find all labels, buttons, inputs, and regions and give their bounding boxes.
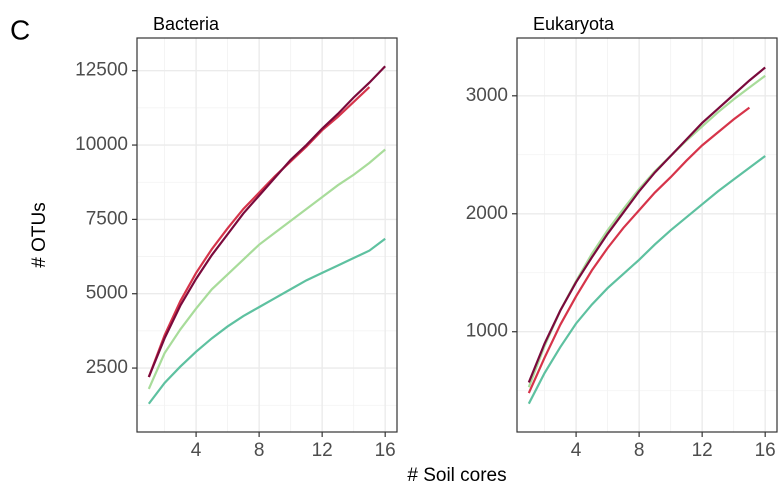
y-tick-label: 3000: [466, 85, 508, 106]
x-tick-label: 12: [312, 440, 333, 461]
x-tick-label: 12: [692, 440, 713, 461]
y-tick-label: 2500: [86, 357, 128, 378]
panel-title: Eukaryota: [533, 14, 615, 34]
y-tick-label: 1000: [466, 321, 508, 342]
series-line: [527, 155, 766, 405]
series-line: [147, 237, 386, 405]
y-axis-label: # OTUs: [29, 202, 50, 267]
y-tick-label: 5000: [86, 283, 128, 304]
panel-label: C: [10, 14, 30, 45]
series-line: [527, 106, 751, 394]
y-tick-label: 10000: [75, 134, 128, 155]
panel-title: Bacteria: [153, 14, 220, 34]
x-tick-label: 8: [254, 440, 265, 461]
x-tick-label: 16: [375, 440, 396, 461]
x-tick-label: 4: [191, 440, 202, 461]
panel-border: [516, 37, 778, 433]
y-tick-label: 2000: [466, 203, 508, 224]
y-tick-label: 12500: [75, 60, 128, 81]
series-line: [147, 86, 371, 378]
y-tick-label: 7500: [86, 208, 128, 229]
series-line: [147, 148, 386, 390]
series-line: [527, 66, 766, 383]
x-tick-label: 4: [571, 440, 582, 461]
panel-border: [136, 37, 398, 433]
x-tick-label: 16: [755, 440, 776, 461]
x-tick-label: 8: [634, 440, 645, 461]
x-axis-label: # Soil cores: [407, 465, 506, 486]
series-line: [147, 65, 386, 378]
